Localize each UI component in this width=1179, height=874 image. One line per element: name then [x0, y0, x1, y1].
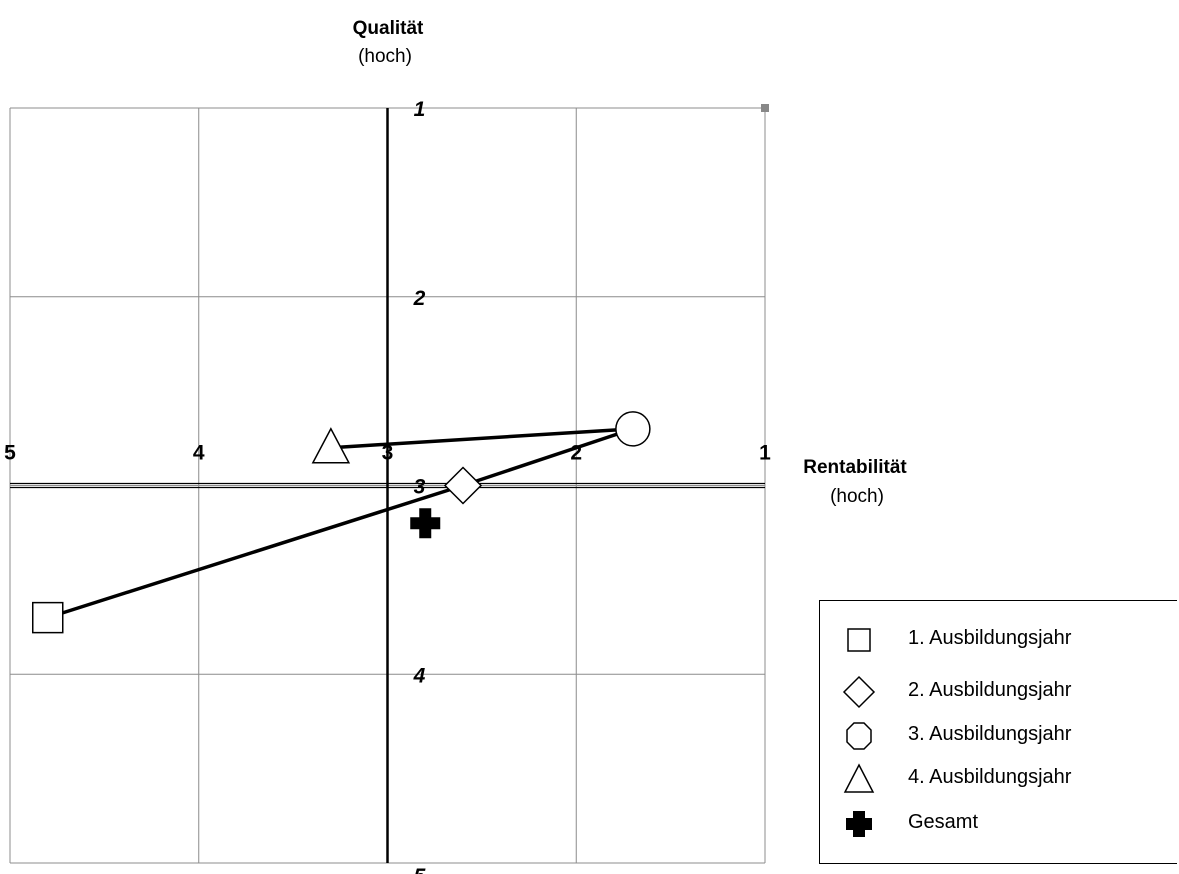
connecting-lines — [47, 427, 634, 620]
circle-point — [615, 411, 651, 447]
cross-marker-icon — [846, 811, 872, 837]
legend-item: 4. Ausbildungsjahr — [820, 758, 1178, 798]
y-tick-label: 2 — [413, 287, 426, 310]
legend-item: 3. Ausbildungsjahr — [820, 715, 1178, 755]
octagon-marker-icon — [846, 722, 872, 750]
y-tick-label: 1 — [414, 98, 426, 121]
y-tick-label: 4 — [413, 664, 426, 687]
legend-label: 2. Ausbildungsjahr — [908, 679, 1072, 701]
x-tick-label: 1 — [759, 442, 771, 465]
x-tick-label: 4 — [193, 442, 205, 465]
y-axis-subtitle: (hoch) — [358, 46, 412, 67]
series-connector-line — [462, 427, 634, 488]
corner-handle — [761, 104, 769, 112]
x-axis-subtitle: (hoch) — [830, 486, 884, 507]
square-point — [32, 601, 64, 634]
cross-point — [410, 508, 441, 539]
legend-label: 4. Ausbildungsjahr — [908, 766, 1072, 788]
legend-item: Gesamt — [820, 803, 1178, 843]
x-axis-title: Rentabilität — [803, 457, 907, 478]
x-tick-label: 2 — [570, 442, 582, 465]
data-points — [32, 411, 651, 634]
y-tick-label: 3 — [414, 476, 426, 499]
y-axis-title: Qualität — [352, 18, 424, 39]
legend-label: 3. Ausbildungsjahr — [908, 723, 1072, 745]
x-tick-label: 5 — [4, 442, 16, 465]
legend-label: 1. Ausbildungsjahr — [908, 627, 1072, 649]
triangle-point — [311, 427, 351, 464]
axes — [10, 104, 769, 863]
series-connector-line — [47, 483, 464, 620]
triangle-marker-icon — [843, 763, 875, 793]
legend-label: Gesamt — [908, 811, 979, 833]
square-marker-icon — [847, 628, 871, 652]
tick-labels: 5 4 3 2 1 1 2 3 4 5 — [4, 98, 771, 874]
diamond-marker-icon — [842, 675, 876, 709]
x-tick-label: 3 — [382, 442, 394, 465]
diamond-point — [443, 466, 483, 505]
legend: 1. Ausbildungsjahr 2. Ausbildungsjahr 3.… — [819, 600, 1177, 864]
legend-item: 1. Ausbildungsjahr — [820, 619, 1178, 659]
series-connector-line — [330, 427, 633, 450]
y-tick-label: 5 — [414, 865, 426, 874]
legend-item: 2. Ausbildungsjahr — [820, 671, 1178, 711]
